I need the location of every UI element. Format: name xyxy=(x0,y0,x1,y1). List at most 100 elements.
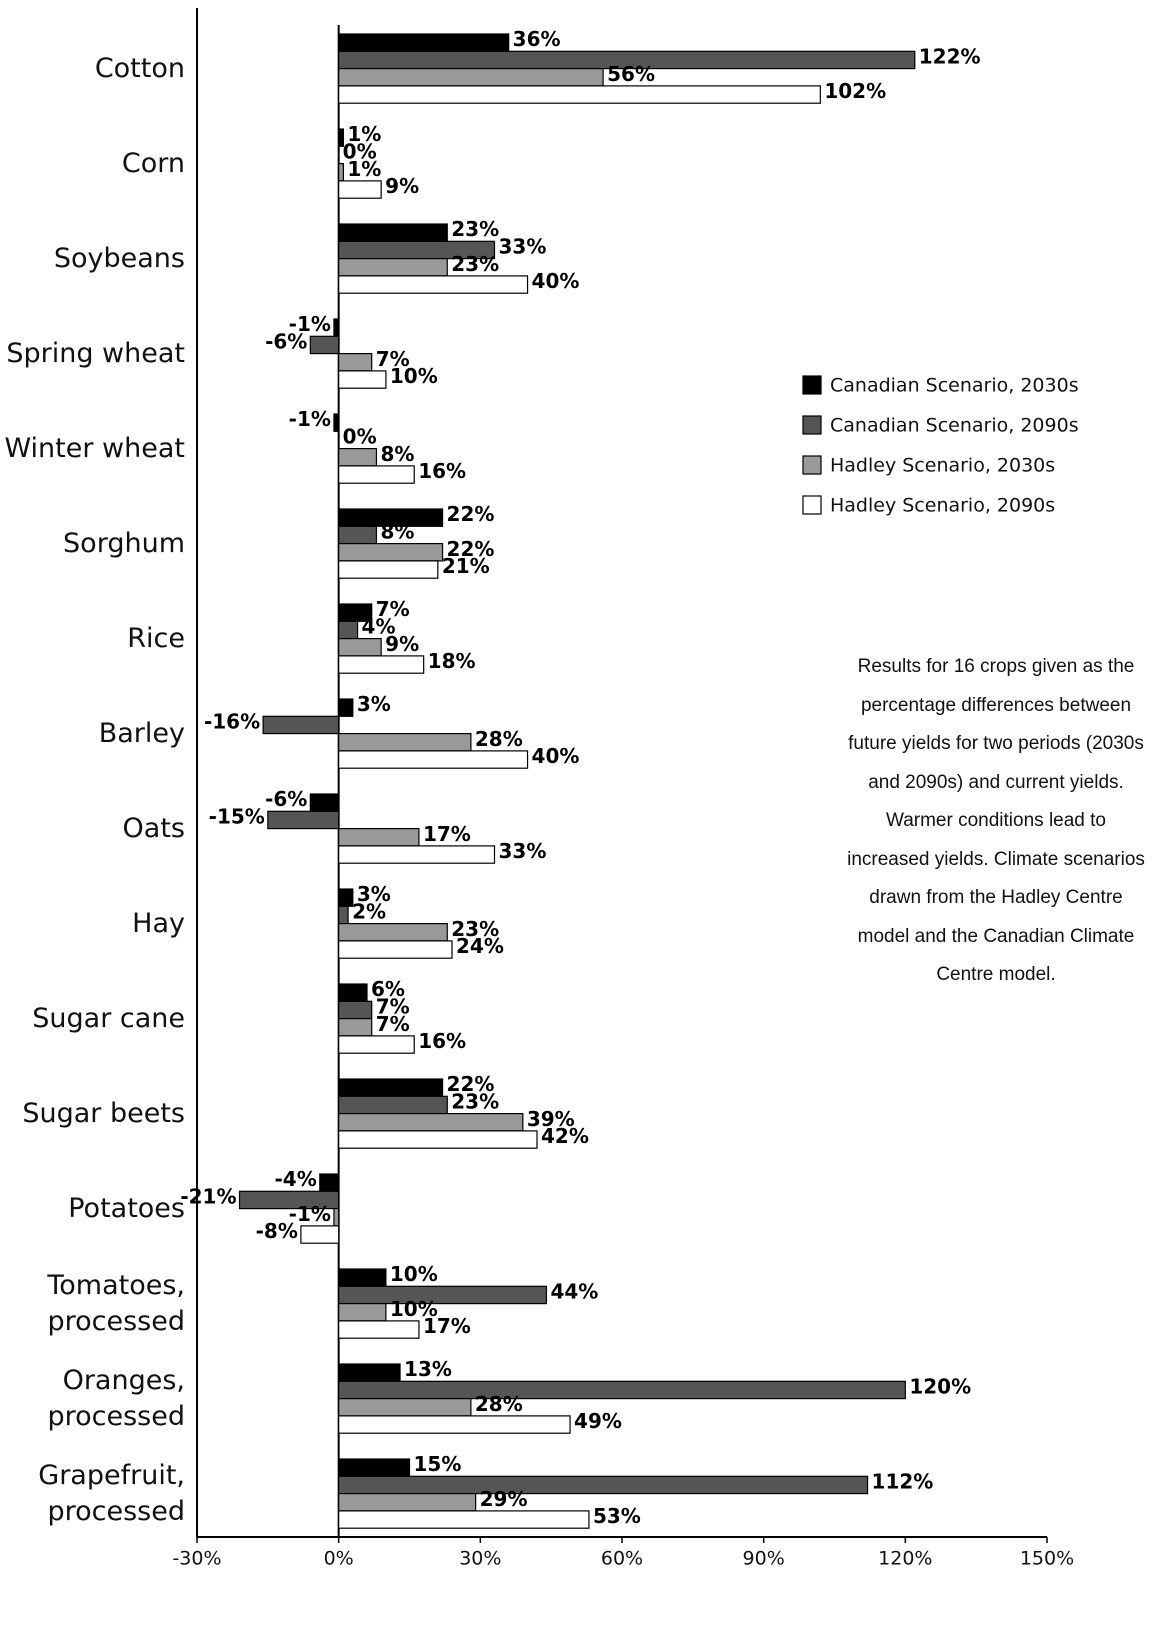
bar xyxy=(338,905,349,925)
value-label: 7% xyxy=(376,994,410,1018)
value-label: 22% xyxy=(447,1072,495,1096)
category-label: Spring wheat xyxy=(6,337,185,369)
value-label: 1% xyxy=(347,122,381,146)
bar xyxy=(338,1017,373,1037)
value-label: 44% xyxy=(550,1279,598,1303)
value-label: -4% xyxy=(275,1167,317,1191)
legend-swatch xyxy=(802,495,822,515)
value-label: 15% xyxy=(414,1452,462,1476)
value-label: 102% xyxy=(824,79,886,103)
value-label: 3% xyxy=(357,882,391,906)
bar xyxy=(338,353,373,372)
value-label: 9% xyxy=(385,174,419,198)
category-label: Potatoes xyxy=(68,1192,185,1224)
bar xyxy=(338,223,448,242)
value-label: 16% xyxy=(418,1029,466,1053)
bar xyxy=(338,1078,444,1097)
value-label: 22% xyxy=(447,537,495,561)
bar xyxy=(338,163,344,182)
category-label: Hay xyxy=(132,907,185,939)
value-label: 10% xyxy=(390,364,438,388)
value-label: 1% xyxy=(347,157,381,181)
legend-swatch xyxy=(802,455,822,475)
bar xyxy=(338,1492,477,1512)
bar xyxy=(338,508,444,527)
bar xyxy=(338,637,382,657)
category-label: Oats xyxy=(122,812,185,844)
category-label: Winter wheat xyxy=(4,432,185,464)
value-label: 16% xyxy=(418,459,466,483)
bar xyxy=(338,732,472,752)
bar xyxy=(309,335,340,355)
category-label: Grapefruit, processed xyxy=(38,1459,185,1527)
bar xyxy=(338,1035,415,1054)
bar xyxy=(338,1415,571,1434)
value-label: 29% xyxy=(480,1487,528,1511)
x-tick-label: 150% xyxy=(1020,1548,1074,1570)
bar xyxy=(338,1458,411,1477)
value-label: 18% xyxy=(428,649,476,673)
bar xyxy=(309,793,340,812)
value-label: 120% xyxy=(909,1374,971,1398)
bar xyxy=(338,275,529,294)
legend-label: Hadley Scenario, 2090s xyxy=(830,495,1055,517)
bar xyxy=(338,888,354,907)
bar xyxy=(338,1510,590,1529)
category-label: Cotton xyxy=(94,52,185,84)
value-label: 36% xyxy=(513,27,561,51)
bar xyxy=(338,655,425,674)
value-label: 28% xyxy=(475,1392,523,1416)
legend-label: Canadian Scenario, 2090s xyxy=(830,415,1079,437)
x-tick-label: 90% xyxy=(743,1548,785,1570)
bar xyxy=(338,1380,906,1400)
legend-swatch xyxy=(802,375,822,395)
value-label: 22% xyxy=(447,502,495,526)
bar xyxy=(300,1225,340,1244)
bar xyxy=(338,1095,448,1115)
bar xyxy=(338,1268,387,1287)
bar xyxy=(338,750,529,769)
value-label: 10% xyxy=(390,1262,438,1286)
value-label: 122% xyxy=(919,44,981,68)
value-label: 7% xyxy=(376,1012,410,1036)
value-label: 3% xyxy=(357,692,391,716)
value-label: 0% xyxy=(343,424,377,448)
value-label: 21% xyxy=(442,554,490,578)
bar xyxy=(238,1190,340,1210)
value-label: -1% xyxy=(289,407,331,431)
value-label: 23% xyxy=(451,217,499,241)
category-label: Sorghum xyxy=(63,527,185,559)
bar xyxy=(338,1302,387,1322)
bar xyxy=(338,525,378,545)
category-label: Sugar cane xyxy=(32,1002,185,1034)
x-tick-label: 120% xyxy=(878,1548,932,1570)
value-label: 4% xyxy=(362,614,396,638)
category-label: Barley xyxy=(98,717,185,749)
annotation: Results for 16 crops given as the percen… xyxy=(847,656,1145,985)
bar xyxy=(338,258,448,277)
value-label: 9% xyxy=(385,632,419,656)
value-label: 8% xyxy=(380,442,414,466)
value-label: 7% xyxy=(376,597,410,621)
bar xyxy=(338,465,415,484)
bar xyxy=(338,1363,401,1382)
value-label: 49% xyxy=(574,1409,622,1433)
value-label: 53% xyxy=(593,1504,641,1528)
value-label: 23% xyxy=(451,252,499,276)
category-label: Oranges, processed xyxy=(47,1364,185,1432)
category-label: Sugar beets xyxy=(22,1097,185,1129)
value-label: -8% xyxy=(256,1219,298,1243)
bar xyxy=(338,620,359,640)
value-label: 40% xyxy=(532,269,580,293)
value-label: -6% xyxy=(265,787,307,811)
bar xyxy=(338,560,439,579)
value-label: 24% xyxy=(456,934,504,958)
legend-label: Canadian Scenario, 2030s xyxy=(830,375,1079,397)
category-label: Rice xyxy=(127,622,185,654)
value-label: 0% xyxy=(343,139,377,163)
bar xyxy=(338,698,354,717)
value-label: 33% xyxy=(499,234,547,258)
value-label: 2% xyxy=(352,899,386,923)
